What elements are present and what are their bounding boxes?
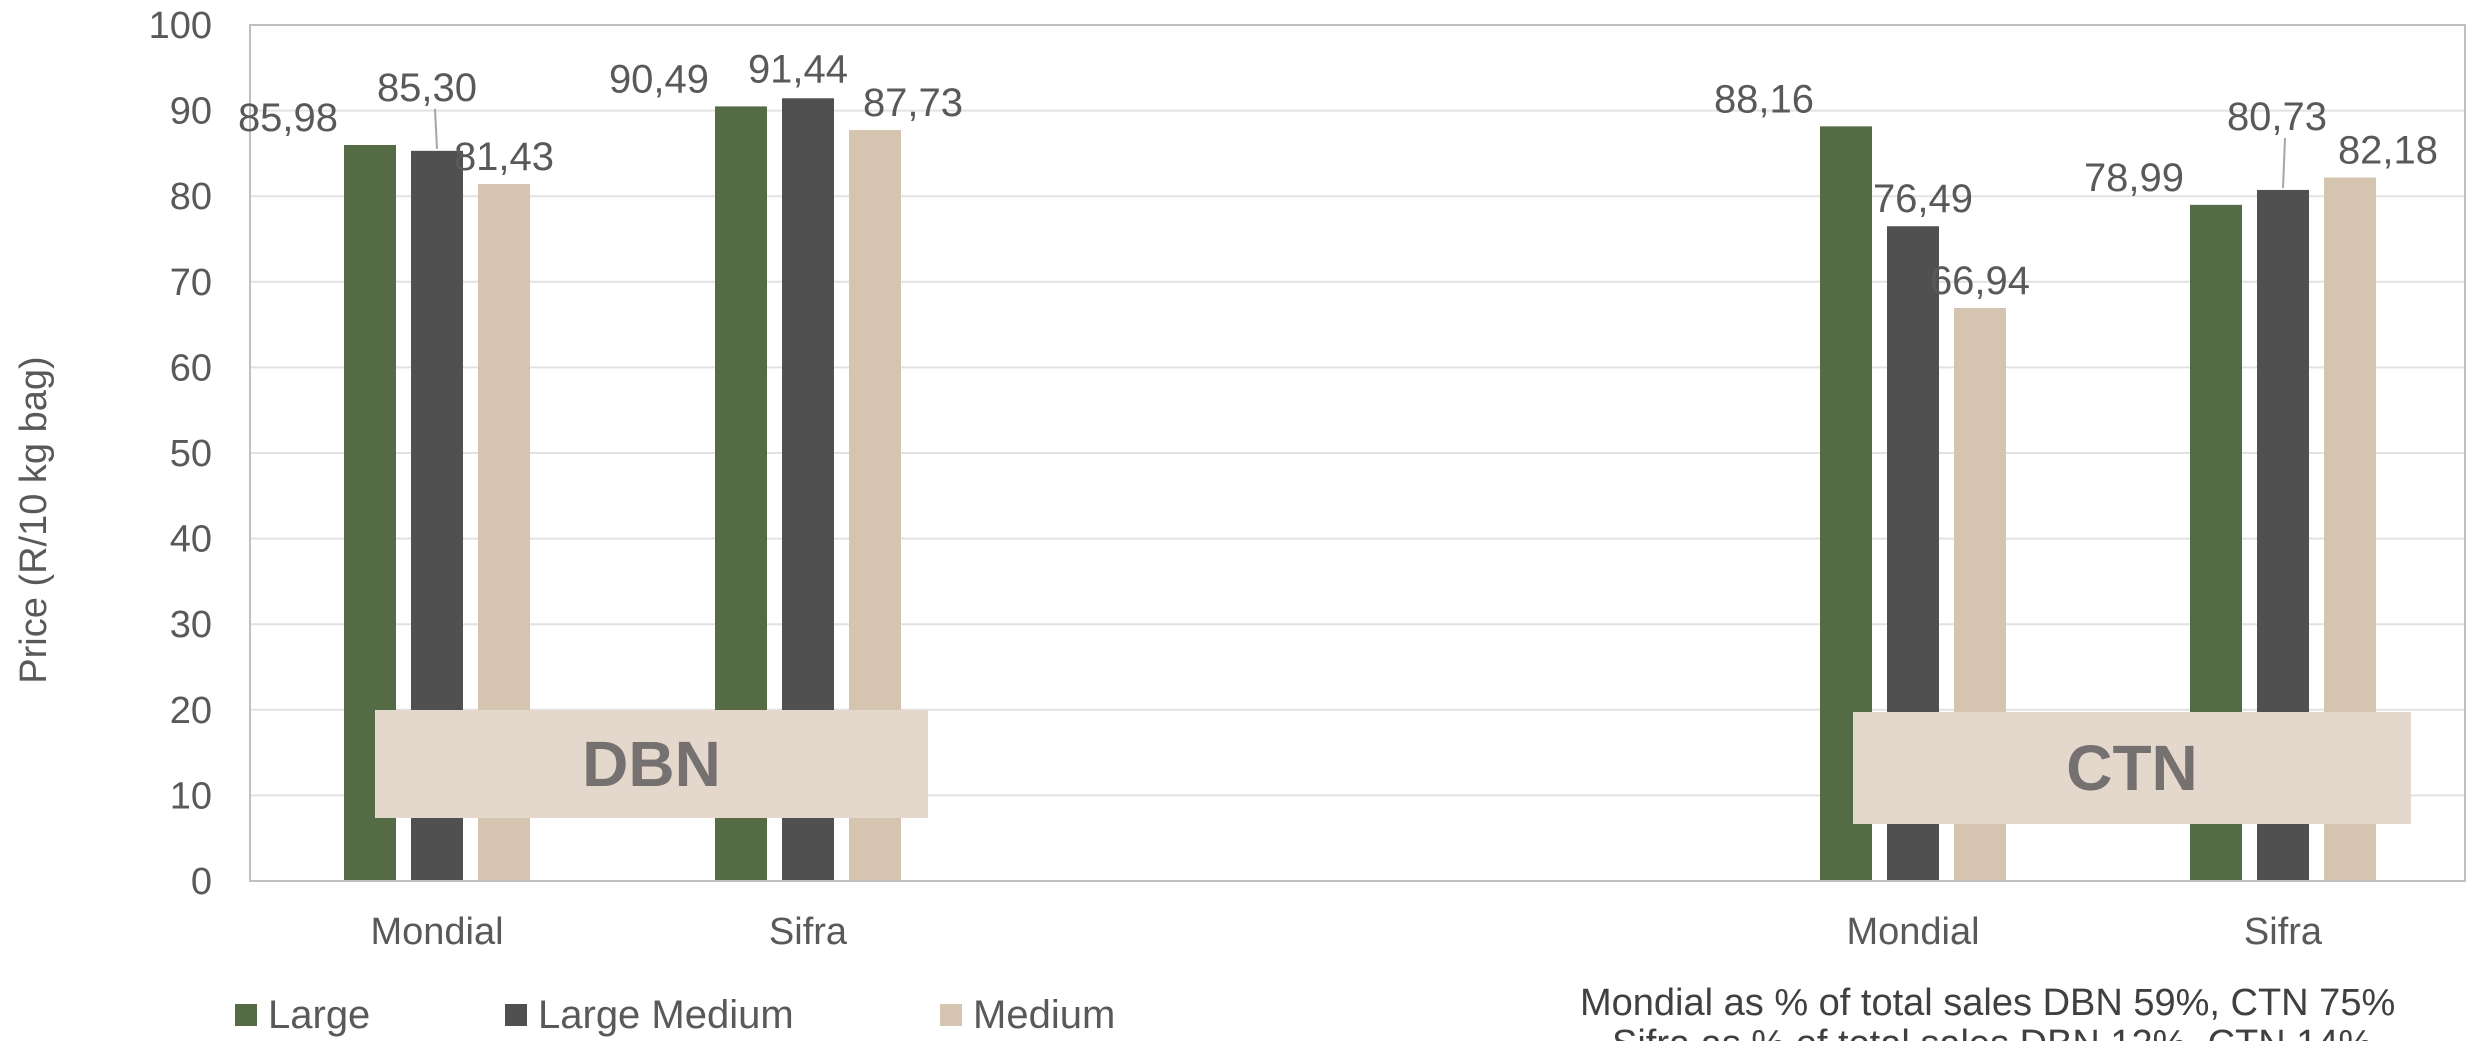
legend-label: Large bbox=[268, 993, 370, 1037]
y-tick-label: 30 bbox=[170, 604, 212, 646]
leader-line bbox=[434, 108, 438, 149]
x-category-label: Sifra bbox=[769, 911, 848, 953]
data-label: 78,99 bbox=[2084, 156, 2184, 200]
sales-note: Sifra as % of total sales DBN 12%, CTN 1… bbox=[1612, 1023, 2372, 1041]
legend-swatch bbox=[505, 1004, 527, 1026]
sales-notes: Mondial as % of total sales DBN 59%, CTN… bbox=[1580, 982, 2395, 1041]
x-category-label: Mondial bbox=[1846, 911, 1979, 953]
y-tick-label: 70 bbox=[170, 262, 212, 304]
data-label: 80,73 bbox=[2227, 95, 2327, 139]
legend: Large Large Medium Medium bbox=[235, 993, 1115, 1037]
gridlines bbox=[250, 24, 2465, 797]
legend-swatch bbox=[940, 1004, 962, 1026]
y-tick-label: 60 bbox=[170, 347, 212, 389]
x-category-label: Sifra bbox=[2244, 911, 2323, 953]
y-tick-label: 80 bbox=[170, 176, 212, 218]
y-tick-label: 10 bbox=[170, 775, 212, 817]
data-label: 85,98 bbox=[238, 96, 338, 140]
axes: 0 10 20 30 40 50 60 70 80 90 100 Mondial Sifra Mondia… bbox=[149, 5, 2466, 953]
plot-border bbox=[249, 24, 2466, 882]
leader-line bbox=[2282, 137, 2286, 188]
region-label-dbn: DBN bbox=[582, 728, 721, 800]
y-tick-label: 50 bbox=[170, 433, 212, 475]
legend-label: Large Medium bbox=[538, 993, 794, 1037]
data-label: 66,94 bbox=[1930, 259, 2030, 303]
data-labels: 85,98 85,30 81,43 90,49 91,44 87,73 88,16 76,49… bbox=[238, 47, 2438, 303]
data-label: 82,18 bbox=[2338, 129, 2438, 173]
region-box-ctn bbox=[1853, 712, 2411, 824]
data-label: 87,73 bbox=[863, 81, 963, 125]
y-axis-title: Price (R/10 kg bag) bbox=[13, 356, 55, 683]
y-tick-label: 20 bbox=[170, 690, 212, 732]
y-tick-label: 0 bbox=[191, 861, 212, 903]
region-labels: DBN CTN bbox=[375, 710, 2411, 824]
data-label: 81,43 bbox=[454, 135, 554, 179]
data-label: 91,44 bbox=[748, 47, 848, 91]
data-label: 76,49 bbox=[1873, 177, 1973, 221]
x-category-label: Mondial bbox=[370, 911, 503, 953]
sales-note: Mondial as % of total sales DBN 59%, CTN… bbox=[1580, 982, 2395, 1024]
y-tick-label: 90 bbox=[170, 91, 212, 133]
y-tick-label: 40 bbox=[170, 519, 212, 561]
region-label-ctn: CTN bbox=[2066, 732, 2198, 804]
data-label: 88,16 bbox=[1714, 77, 1814, 121]
region-box-dbn bbox=[375, 710, 928, 818]
data-label: 85,30 bbox=[377, 66, 477, 110]
y-tick-label: 100 bbox=[149, 5, 212, 47]
legend-label: Medium bbox=[973, 993, 1115, 1037]
legend-swatch bbox=[235, 1004, 257, 1026]
data-label: 90,49 bbox=[609, 57, 709, 101]
